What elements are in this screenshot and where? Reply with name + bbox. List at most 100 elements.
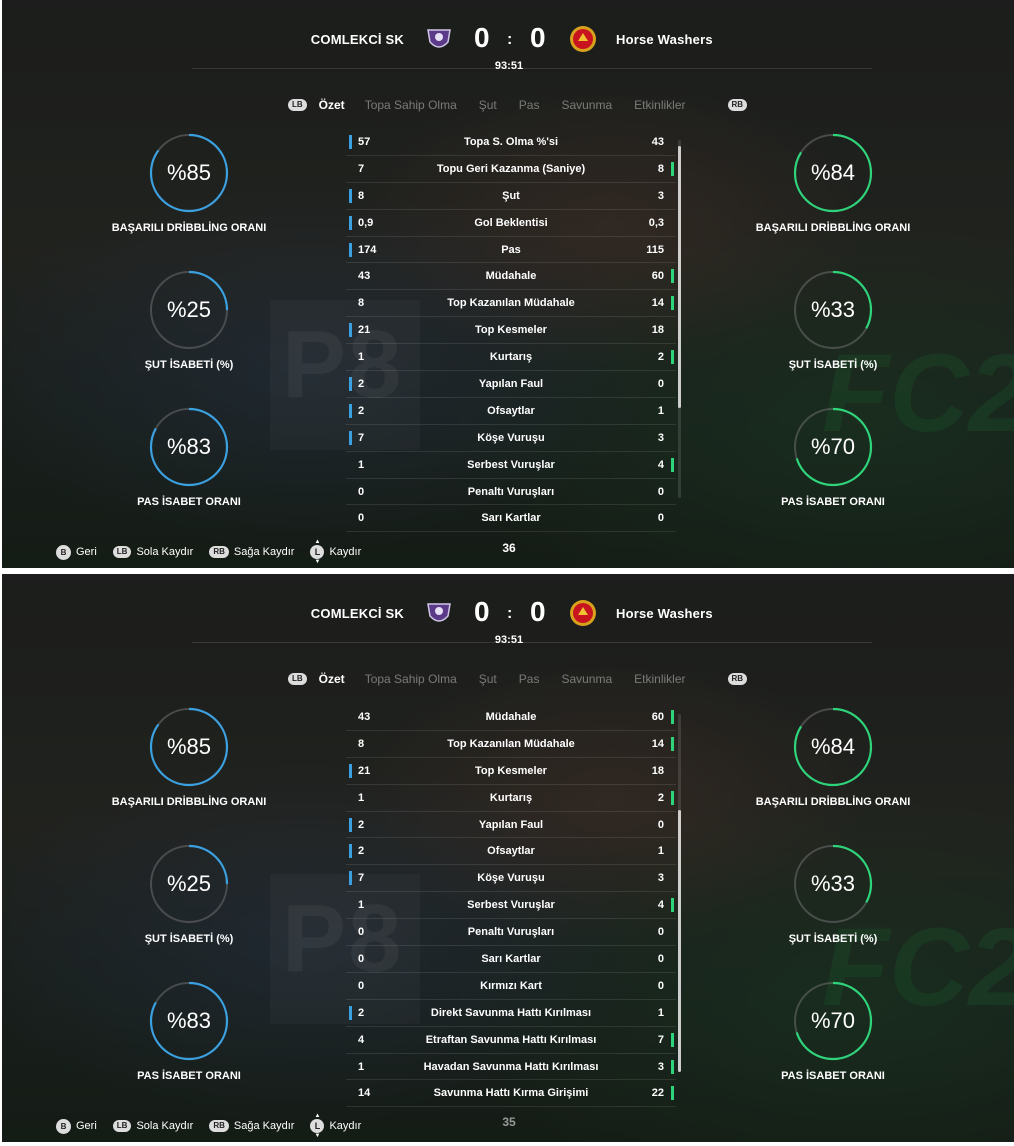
back-control[interactable]: B Geri [56, 544, 97, 560]
back-label: Geri [76, 546, 97, 558]
tab-passing[interactable]: Pas [518, 672, 540, 686]
stat-row: 0 Penaltı Vuruşları 0 [346, 919, 676, 947]
tab-defending[interactable]: Savunma [561, 672, 613, 686]
away-ring-value: %33 [810, 871, 856, 896]
away-stat-value: 4 [657, 899, 664, 912]
home-ring-1: %25 ŞUT İSABETİ (%) [104, 843, 274, 945]
background-board [270, 874, 420, 1024]
home-stat-value: 57 [358, 136, 371, 148]
scroll-right-control[interactable]: RB Sağa Kaydır [209, 546, 294, 558]
scroll-right-control[interactable]: RB Sağa Kaydır [209, 1120, 294, 1132]
home-ring-value: %83 [166, 434, 212, 459]
away-ring-label: PAS İSABET ORANI [781, 1070, 885, 1082]
away-ring-gauge [793, 981, 873, 1061]
away-stat-value: 0 [657, 818, 664, 831]
b-button-icon: B [56, 544, 71, 560]
tab-shots[interactable]: Şut [478, 672, 497, 686]
home-lead-bar [349, 430, 352, 445]
home-ring-gauge [149, 407, 229, 487]
stat-name: Top Kazanılan Müdahale [447, 737, 575, 750]
away-stat-value: 0,3 [648, 216, 664, 229]
scroll-control[interactable]: ▲ L ▼ Kaydır [310, 539, 361, 565]
away-stat-value: 0 [657, 979, 664, 992]
stat-name: Penaltı Vuruşları [467, 926, 555, 939]
scroll-left-control[interactable]: LB Sola Kaydır [112, 546, 193, 558]
home-ring-gauge [149, 844, 229, 924]
away-stat-value: 14 [651, 737, 664, 750]
rb-button-icon[interactable]: RB [727, 99, 748, 111]
stat-name: Sarı Kartlar [481, 512, 541, 525]
home-stat-value: 14 [358, 1087, 371, 1100]
home-stat-value: 1 [358, 351, 365, 364]
away-ring-value: %84 [810, 160, 856, 185]
away-lead-bar [671, 710, 674, 724]
rb-button-icon[interactable]: RB [727, 673, 748, 685]
away-ring-1: %33 ŞUT İSABETİ (%) [748, 843, 918, 945]
lb-button-icon[interactable]: LB [288, 99, 307, 111]
away-stat-value: 0 [657, 926, 664, 939]
home-stat-value: 0 [358, 926, 365, 939]
away-stat-value: 0 [657, 953, 664, 966]
home-stat-value: 0 [358, 953, 365, 966]
match-clock: 93:51 [494, 634, 524, 646]
away-score: 0 [530, 596, 546, 627]
away-lead-bar [671, 457, 674, 472]
score-separator: : [507, 31, 513, 48]
tab-shots[interactable]: Şut [478, 98, 497, 112]
home-ring-value: %83 [166, 1008, 212, 1033]
stat-row: 0 Sarı Kartlar 0 [346, 505, 676, 533]
home-lead-bar [349, 242, 352, 257]
tab-events[interactable]: Etkinlikler [634, 98, 686, 112]
away-ring-label: BAŞARILI DRİBBLİNG ORANI [755, 222, 911, 234]
tab-possession[interactable]: Topa Sahip Olma [364, 98, 457, 112]
home-stat-value: 2 [358, 845, 365, 858]
back-control[interactable]: B Geri [56, 1118, 97, 1134]
home-crest-icon [427, 29, 451, 48]
home-lead-bar [349, 844, 352, 859]
lb-button-icon[interactable]: LB [288, 673, 307, 685]
background-brand-text: FC2 [822, 906, 1014, 1029]
stat-name: Kurtarış [489, 791, 533, 804]
stat-name: Top Kazanılan Müdahale [447, 297, 575, 310]
tab-passing[interactable]: Pas [518, 98, 540, 112]
stat-row: 43 Müdahale 60 [346, 704, 676, 731]
home-stat-value: 21 [358, 324, 371, 337]
background-board [270, 300, 420, 450]
tab-summary[interactable]: Özet [318, 98, 345, 112]
home-stat-value: 1 [358, 791, 365, 804]
scrollbar-thumb[interactable] [678, 146, 681, 408]
stat-row: 0 Penaltı Vuruşları 0 [346, 479, 676, 506]
scrollbar-thumb[interactable] [678, 810, 681, 1072]
home-ring-0: %85 BAŞARILI DRİBBLİNG ORANI [104, 706, 274, 808]
footer-controls: B Geri LB Sola Kaydır RB Sağa Kaydır ▲ L ▼… [56, 1113, 377, 1139]
away-stat-value: 8 [657, 162, 664, 175]
tab-events[interactable]: Etkinlikler [634, 672, 686, 686]
away-ring-label: ŞUT İSABETİ (%) [788, 359, 878, 371]
stat-row: 2 Direkt Savunma Hattı Kırılması 1 [346, 1000, 676, 1027]
home-lead-bar [349, 763, 352, 778]
lb-button-icon: LB [112, 1120, 132, 1132]
home-ring-label: ŞUT İSABETİ (%) [144, 933, 234, 945]
away-stat-value: 18 [651, 764, 664, 777]
home-lead-bar [349, 377, 352, 392]
home-lead-bar [349, 403, 352, 418]
tab-possession[interactable]: Topa Sahip Olma [364, 672, 457, 686]
stat-name: Havadan Savunma Hattı Kırılması [423, 1060, 599, 1073]
b-button-icon: B [56, 1118, 71, 1134]
home-stat-value: 2 [358, 378, 365, 391]
away-ring-gauge [793, 270, 873, 350]
away-ring-label: ŞUT İSABETİ (%) [788, 933, 878, 945]
scroll-control[interactable]: ▲ L ▼ Kaydır [310, 1113, 361, 1139]
tab-defending[interactable]: Savunma [561, 98, 613, 112]
away-stat-value: 43 [651, 136, 664, 148]
background-board-text: P8 [282, 311, 404, 418]
away-ring-2: %70 PAS İSABET ORANI [748, 406, 918, 508]
stat-name: Köşe Vuruşu [477, 872, 545, 885]
scroll-left-control[interactable]: LB Sola Kaydır [112, 1120, 193, 1132]
stat-name: Ofsaytlar [487, 845, 535, 858]
home-ring-2: %83 PAS İSABET ORANI [104, 980, 274, 1082]
away-crest-icon [570, 600, 596, 626]
tab-summary[interactable]: Özet [318, 672, 345, 686]
stat-row: 1 Kurtarış 2 [346, 344, 676, 372]
home-ring-value: %85 [166, 160, 212, 185]
